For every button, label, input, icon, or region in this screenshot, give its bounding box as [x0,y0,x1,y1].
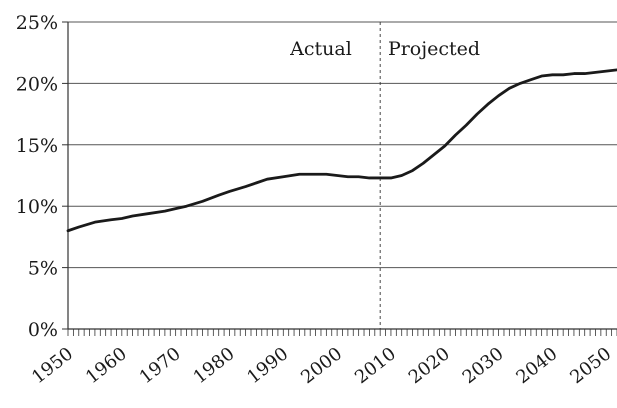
y-tick-label-4: 20% [16,73,58,95]
series-line-0 [66,68,617,233]
annotation-projected: Projected [388,38,480,60]
y-tick-label-2: 10% [16,196,58,218]
y-tick-label-1: 5% [28,258,58,280]
axes [62,21,617,336]
x-tick-label-5: 2000 [297,343,346,388]
annotation-actual: Actual [289,38,352,60]
y-tick-labels: 0% 5% 10% 15% 20% 25% [16,12,58,341]
x-tick-labels: 1950 1960 1970 1980 1990 2000 2010 2020 2030 2040… [28,343,615,388]
x-tick-label-4: 1990 [243,343,292,388]
x-tick-label-9: 2040 [512,343,561,388]
x-tick-label-1: 1960 [82,343,131,388]
x-tick-label-10: 2050 [566,343,615,388]
x-tick-label-6: 2010 [351,343,400,388]
y-tick-label-3: 15% [16,135,58,157]
x-tick-label-0: 1950 [28,343,77,388]
gridlines [68,21,617,269]
series-layer [66,68,617,233]
x-tick-label-3: 1980 [190,343,239,388]
x-tick-label-8: 2030 [459,343,508,388]
x-tick-label-2: 1970 [136,343,185,388]
y-tick-label-5: 25% [16,12,58,34]
annotations: Actual Projected [289,38,480,60]
x-tick-label-7: 2020 [405,343,454,388]
y-tick-label-0: 0% [28,319,58,341]
